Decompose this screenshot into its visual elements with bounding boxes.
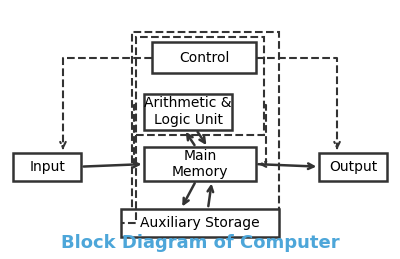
Text: Auxiliary Storage: Auxiliary Storage [140, 216, 260, 230]
FancyBboxPatch shape [152, 42, 256, 73]
Text: Output: Output [329, 160, 377, 174]
Text: Control: Control [179, 51, 229, 65]
Text: Input: Input [29, 160, 65, 174]
FancyBboxPatch shape [144, 147, 256, 181]
FancyBboxPatch shape [13, 153, 81, 181]
FancyBboxPatch shape [120, 209, 280, 237]
Text: Main
Memory: Main Memory [172, 149, 228, 179]
FancyBboxPatch shape [319, 153, 387, 181]
FancyBboxPatch shape [144, 94, 232, 130]
Text: Block Diagram of Computer: Block Diagram of Computer [61, 234, 339, 253]
Text: Arithmetic &
Logic Unit: Arithmetic & Logic Unit [144, 96, 232, 127]
